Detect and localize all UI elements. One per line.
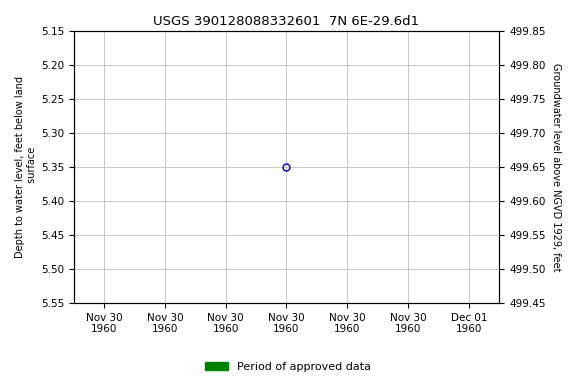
- Y-axis label: Depth to water level, feet below land
 surface: Depth to water level, feet below land su…: [15, 76, 37, 258]
- Y-axis label: Groundwater level above NGVD 1929, feet: Groundwater level above NGVD 1929, feet: [551, 63, 561, 271]
- Title: USGS 390128088332601  7N 6E-29.6d1: USGS 390128088332601 7N 6E-29.6d1: [153, 15, 419, 28]
- Legend: Period of approved data: Period of approved data: [201, 358, 375, 377]
